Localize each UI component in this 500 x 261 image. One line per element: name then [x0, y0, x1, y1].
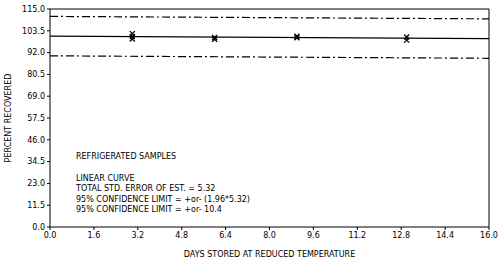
svg-text:57.5: 57.5 — [27, 114, 45, 123]
svg-text:69.0: 69.0 — [27, 92, 45, 101]
svg-text:8.0: 8.0 — [263, 231, 276, 240]
html-text:LINEAR CURVE: LINEAR CURVE — [76, 173, 135, 183]
svg-text:3.2: 3.2 — [131, 231, 144, 240]
html-text:TOTAL STD. ERROR OF EST. = 5.3: TOTAL STD. ERROR OF EST. = 5.32 — [76, 184, 216, 193]
html-text:REFRIGERATED SAMPLES: REFRIGERATED SAMPLES — [76, 152, 177, 161]
svg-text:80.5: 80.5 — [27, 70, 45, 79]
html-text:95% CONFIDENCE LIMIT = +or- 10: 95% CONFIDENCE LIMIT = +or- 10.4 — [76, 205, 222, 214]
svg-text:DAYS STORED AT REDUCED TEMPERA: DAYS STORED AT REDUCED TEMPERATURE — [184, 250, 355, 259]
svg-text:11.5: 11.5 — [27, 201, 45, 210]
svg-text:92.0: 92.0 — [27, 48, 45, 57]
html-text:95% CONFIDENCE LIMIT = +or- (1: 95% CONFIDENCE LIMIT = +or- (1.96*5.32) — [76, 194, 250, 204]
svg-text:PERCENT RECOVERED: PERCENT RECOVERED — [8, 74, 13, 163]
svg-text:9.6: 9.6 — [307, 231, 320, 240]
svg-text:1.6: 1.6 — [88, 231, 101, 240]
svg-text:115.0: 115.0 — [22, 5, 45, 14]
svg-text:103.5: 103.5 — [22, 27, 45, 36]
svg-text:14.4: 14.4 — [436, 231, 454, 240]
svg-text:11.2: 11.2 — [348, 231, 366, 240]
svg-text:0.0: 0.0 — [32, 223, 45, 232]
svg-text:46.0: 46.0 — [27, 136, 45, 145]
svg-text:12.8: 12.8 — [392, 231, 410, 240]
svg-text:4.8: 4.8 — [175, 231, 188, 240]
svg-text:6.4: 6.4 — [219, 231, 232, 240]
svg-text:34.5: 34.5 — [27, 157, 45, 166]
svg-text:23.0: 23.0 — [27, 179, 45, 188]
svg-text:0.0: 0.0 — [44, 231, 57, 240]
svg-text:16.0: 16.0 — [480, 231, 492, 240]
